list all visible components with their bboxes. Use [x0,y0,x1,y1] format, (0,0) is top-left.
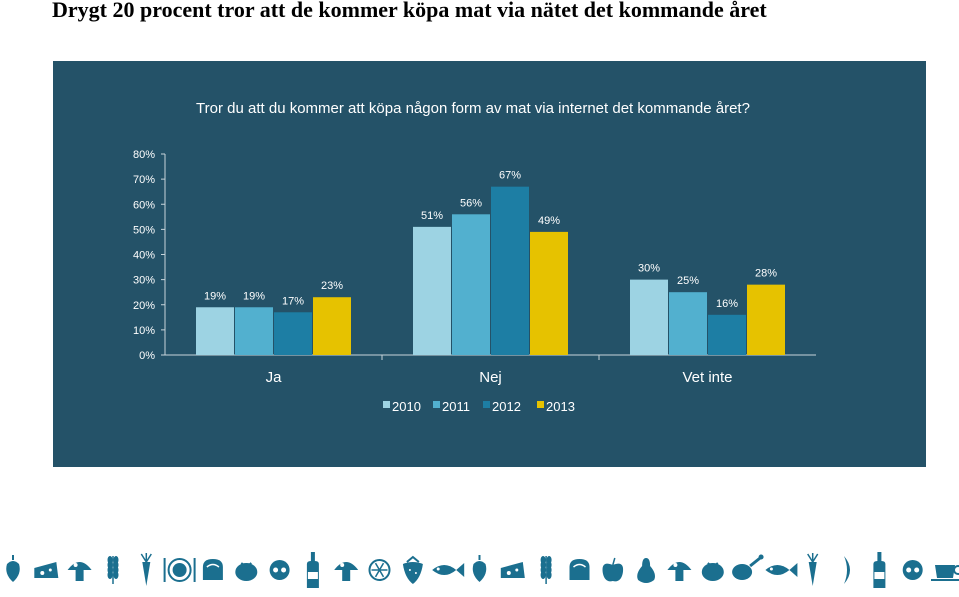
x-category-label: Nej [479,369,502,386]
chart-panel: Tror du att du kommer att köpa någon for… [53,61,926,467]
bar-value-label: 51% [421,210,443,222]
y-tick-label: 10% [133,325,155,337]
plate-icon [163,558,196,582]
page-heading: Drygt 20 procent tror att de kommer köpa… [52,0,767,22]
bar [413,226,451,355]
tomato-icon [235,562,258,581]
pear-icon [637,558,655,583]
bar-value-label: 49% [538,215,560,227]
bar-value-label: 23% [321,280,343,292]
drumstick-icon [732,554,764,580]
pepper-icon [6,555,20,582]
strawberry-icon [402,555,423,584]
y-tick-label: 30% [133,275,155,287]
y-tick-label: 20% [133,300,155,312]
x-category-label: Vet inte [682,369,732,386]
x-category-label: Ja [266,369,283,386]
bar-value-label: 30% [638,263,660,275]
bar [274,312,312,355]
bar [708,314,746,355]
pea-pod-icon [844,556,850,584]
fish-icon [432,563,465,577]
bar [235,307,273,355]
mushroom-icon [67,562,92,581]
y-tick-label: 0% [139,350,155,362]
bar-value-label: 67% [499,170,521,182]
tomato-slice-icon [902,560,923,580]
legend-label: 2013 [546,399,575,414]
legend-swatch [537,401,544,408]
bread-icon [569,559,590,580]
carrot-icon [807,553,819,586]
bar-value-label: 28% [755,268,777,280]
bread-icon [202,559,223,580]
bar [747,284,785,355]
mushroom-icon [667,562,692,581]
y-tick-label: 40% [133,250,155,262]
pepper-icon [472,555,487,582]
bar-value-label: 19% [204,290,226,302]
bottle-icon [873,552,886,588]
y-tick-label: 70% [133,174,155,186]
cup-icon [931,565,959,581]
legend-swatch [483,401,490,408]
bar [313,297,351,355]
fish-icon [765,563,798,577]
food-icon-row [6,552,959,588]
chart-title: Tror du att du kommer att köpa någon for… [196,100,750,117]
tomato-icon [701,562,724,581]
bar [196,307,234,355]
legend-swatch [383,401,390,408]
bar-value-label: 25% [677,275,699,287]
wheat-icon [107,556,119,584]
bar-chart: 0% 10% 20% 30% 40% 50% 60% 70% 80% 19% 19% 17% 23% Ja… [133,149,816,414]
legend-label: 2012 [492,399,521,414]
bar [669,292,707,355]
cheese-icon [500,562,525,578]
cheese-icon [34,562,59,578]
legend-swatch [433,401,440,408]
bar-value-label: 16% [716,298,738,310]
y-tick-label: 80% [133,149,155,161]
food-icon-strip [0,540,959,597]
legend-label: 2010 [392,399,421,414]
y-tick-label: 60% [133,199,155,211]
tomato-slice-icon [269,560,290,580]
bar [452,214,490,355]
legend-label: 2011 [442,399,470,414]
bar [491,186,529,355]
bottle-icon [306,552,319,588]
mushroom-icon [334,562,359,581]
bar-value-label: 17% [282,295,304,307]
wheat-icon [540,556,552,584]
apple-icon [602,557,624,582]
carrot-icon [140,553,152,586]
bar [630,279,668,355]
y-tick-label: 50% [133,224,155,236]
bar [530,231,568,355]
bar-value-label: 56% [460,197,482,209]
lemon-slice-icon [368,559,391,581]
bar-value-label: 19% [243,290,265,302]
